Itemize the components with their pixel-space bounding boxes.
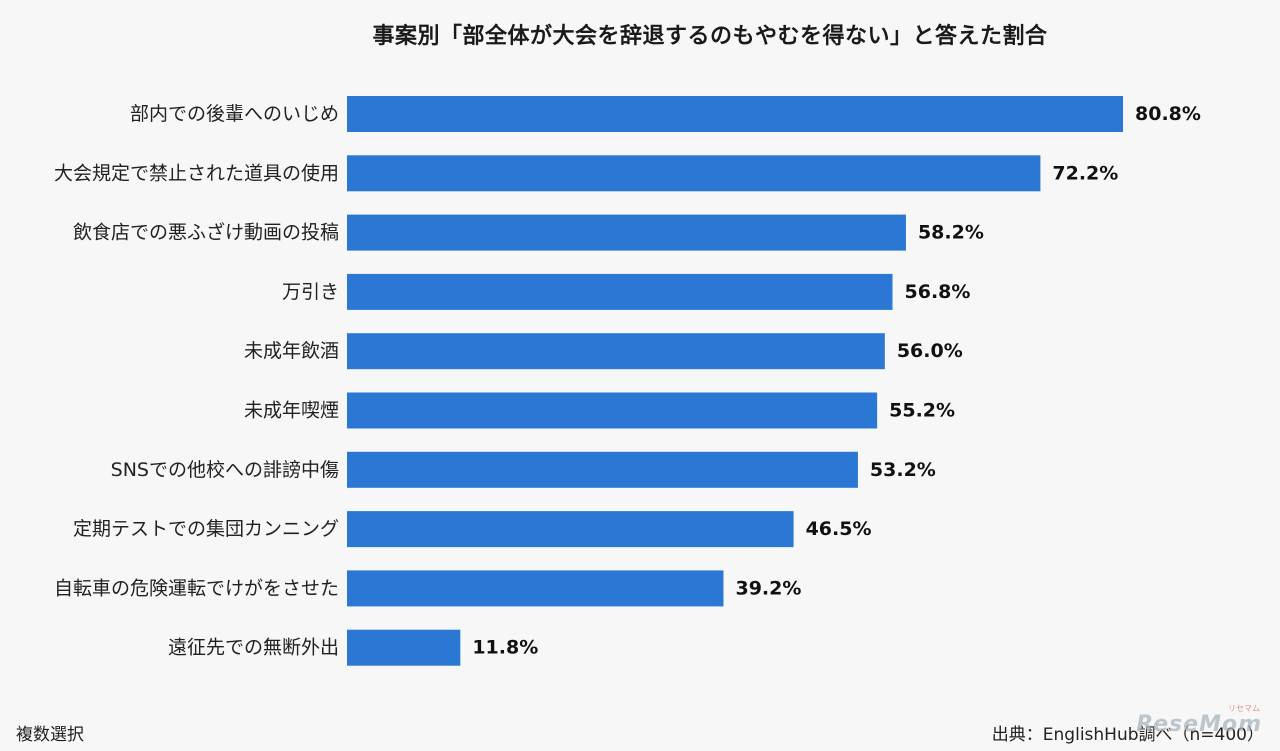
- category-label: 未成年飲酒: [244, 340, 339, 362]
- value-label: 80.8%: [1135, 103, 1201, 125]
- footnote: 複数選択: [16, 725, 84, 745]
- value-label: 72.2%: [1052, 162, 1118, 184]
- category-label: 遠征先での無断外出: [168, 637, 339, 659]
- bar: [347, 392, 878, 429]
- bar: [347, 96, 1123, 132]
- bar: [347, 629, 461, 666]
- category-label: 部内での後輩へのいじめ: [130, 103, 339, 125]
- category-label: 飲食店での悪ふざけ動画の投稿: [73, 221, 339, 244]
- value-label: 53.2%: [870, 459, 936, 481]
- value-label: 46.5%: [806, 518, 872, 540]
- category-label: 大会規定で禁止された道具の使用: [54, 162, 339, 184]
- bar: [347, 333, 885, 370]
- source-credit: 出典：EnglishHub調べ（n=400）: [991, 725, 1264, 745]
- category-label: SNSでの他校への誹謗中傷: [111, 459, 339, 481]
- bar: [347, 273, 893, 310]
- category-label: 自転車の危険運転でけがをさせた: [54, 577, 339, 599]
- resemom-logo: ReseMom: [1136, 712, 1262, 737]
- bar: [347, 570, 724, 607]
- bar: [347, 511, 794, 548]
- value-label: 56.8%: [905, 281, 971, 303]
- value-label: 55.2%: [889, 400, 955, 422]
- value-label: 58.2%: [918, 222, 984, 244]
- chart-title: 事案別「部全体が大会を辞退するのもやむを得ない」と答えた割合: [372, 24, 1048, 49]
- value-label: 11.8%: [472, 637, 538, 659]
- category-label: 定期テストでの集団カンニング: [73, 518, 339, 540]
- category-label: 未成年喫煙: [244, 400, 339, 422]
- category-label: 万引き: [282, 281, 339, 303]
- bar: [347, 451, 858, 488]
- watermark-logo-subtext: リセマム: [1228, 704, 1260, 713]
- bar: [347, 214, 906, 251]
- bar: [347, 155, 1041, 192]
- value-label: 56.0%: [897, 340, 963, 362]
- value-label: 39.2%: [735, 577, 801, 599]
